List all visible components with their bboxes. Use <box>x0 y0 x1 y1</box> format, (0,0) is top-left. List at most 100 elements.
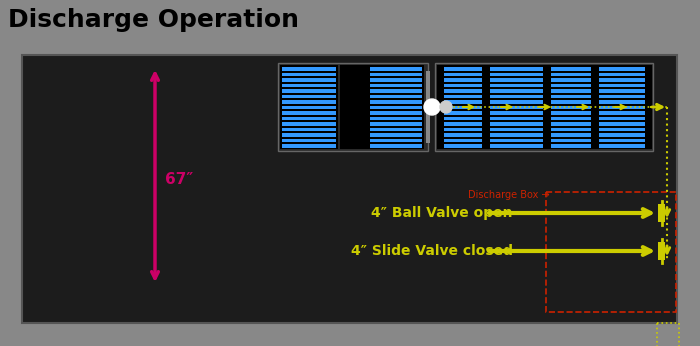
Bar <box>490 133 543 137</box>
Bar <box>551 111 591 115</box>
Bar <box>490 78 543 82</box>
Bar <box>658 242 665 260</box>
Bar <box>278 63 428 151</box>
Bar <box>282 111 336 115</box>
Bar <box>599 144 645 147</box>
Bar <box>551 78 591 82</box>
Bar <box>444 67 482 71</box>
Bar <box>483 65 489 149</box>
Bar <box>490 83 543 87</box>
Bar <box>490 138 543 142</box>
Text: Discharge Operation: Discharge Operation <box>8 8 299 32</box>
Circle shape <box>424 99 440 115</box>
Bar <box>370 127 422 131</box>
Bar <box>282 133 336 137</box>
Bar <box>490 89 543 92</box>
Bar <box>282 127 336 131</box>
Bar <box>282 100 336 103</box>
Bar <box>282 78 336 82</box>
Bar <box>444 111 482 115</box>
Bar <box>657 323 679 346</box>
Bar <box>370 73 422 76</box>
Bar <box>490 117 543 120</box>
Bar <box>444 94 482 98</box>
Bar <box>599 138 645 142</box>
Bar <box>444 144 482 147</box>
Bar <box>550 65 592 149</box>
Bar <box>370 111 422 115</box>
Bar <box>551 67 591 71</box>
Bar <box>598 65 646 149</box>
Bar <box>444 89 482 92</box>
Bar <box>370 133 422 137</box>
Bar <box>490 94 543 98</box>
Bar <box>551 144 591 147</box>
Bar <box>282 83 336 87</box>
Bar <box>370 117 422 120</box>
Bar <box>599 67 645 71</box>
Bar <box>592 65 598 149</box>
Bar <box>551 83 591 87</box>
Bar <box>544 65 550 149</box>
Bar <box>370 94 422 98</box>
Bar <box>282 144 336 147</box>
Bar <box>599 106 645 109</box>
Bar <box>426 71 430 143</box>
Bar <box>444 117 482 120</box>
Bar <box>282 122 336 126</box>
Bar <box>282 67 336 71</box>
Bar <box>435 63 653 151</box>
Text: 67″: 67″ <box>165 173 193 188</box>
Bar <box>490 100 543 103</box>
Bar <box>368 65 424 149</box>
Bar <box>370 144 422 147</box>
Bar <box>444 100 482 103</box>
Bar <box>370 67 422 71</box>
Bar <box>370 100 422 103</box>
Bar <box>370 83 422 87</box>
Bar <box>551 89 591 92</box>
Bar <box>444 83 482 87</box>
Bar <box>444 106 482 109</box>
Bar <box>599 94 645 98</box>
Bar <box>646 65 652 149</box>
Circle shape <box>440 101 452 113</box>
Bar <box>490 106 543 109</box>
Bar <box>444 122 482 126</box>
Bar <box>599 111 645 115</box>
Bar <box>599 117 645 120</box>
Bar <box>599 83 645 87</box>
Bar <box>443 65 483 149</box>
Bar <box>280 65 338 149</box>
Text: 4″ Slide Valve closed: 4″ Slide Valve closed <box>351 244 513 258</box>
Bar <box>551 117 591 120</box>
Bar <box>551 100 591 103</box>
Bar <box>282 89 336 92</box>
Bar <box>282 106 336 109</box>
Bar <box>490 111 543 115</box>
Bar <box>282 94 336 98</box>
Bar <box>22 55 677 323</box>
Bar <box>599 73 645 76</box>
Bar <box>490 144 543 147</box>
Bar <box>599 89 645 92</box>
Bar <box>599 122 645 126</box>
Bar <box>546 192 676 312</box>
Bar <box>370 78 422 82</box>
Bar <box>551 138 591 142</box>
Bar <box>340 65 368 149</box>
Bar <box>599 133 645 137</box>
Bar <box>490 127 543 131</box>
Bar <box>551 94 591 98</box>
Bar <box>370 89 422 92</box>
Bar <box>490 73 543 76</box>
Bar <box>551 73 591 76</box>
Bar <box>444 138 482 142</box>
Bar <box>551 133 591 137</box>
Bar <box>599 78 645 82</box>
Bar <box>490 122 543 126</box>
Bar <box>551 122 591 126</box>
Bar <box>490 67 543 71</box>
Bar <box>658 204 665 222</box>
Bar <box>282 138 336 142</box>
